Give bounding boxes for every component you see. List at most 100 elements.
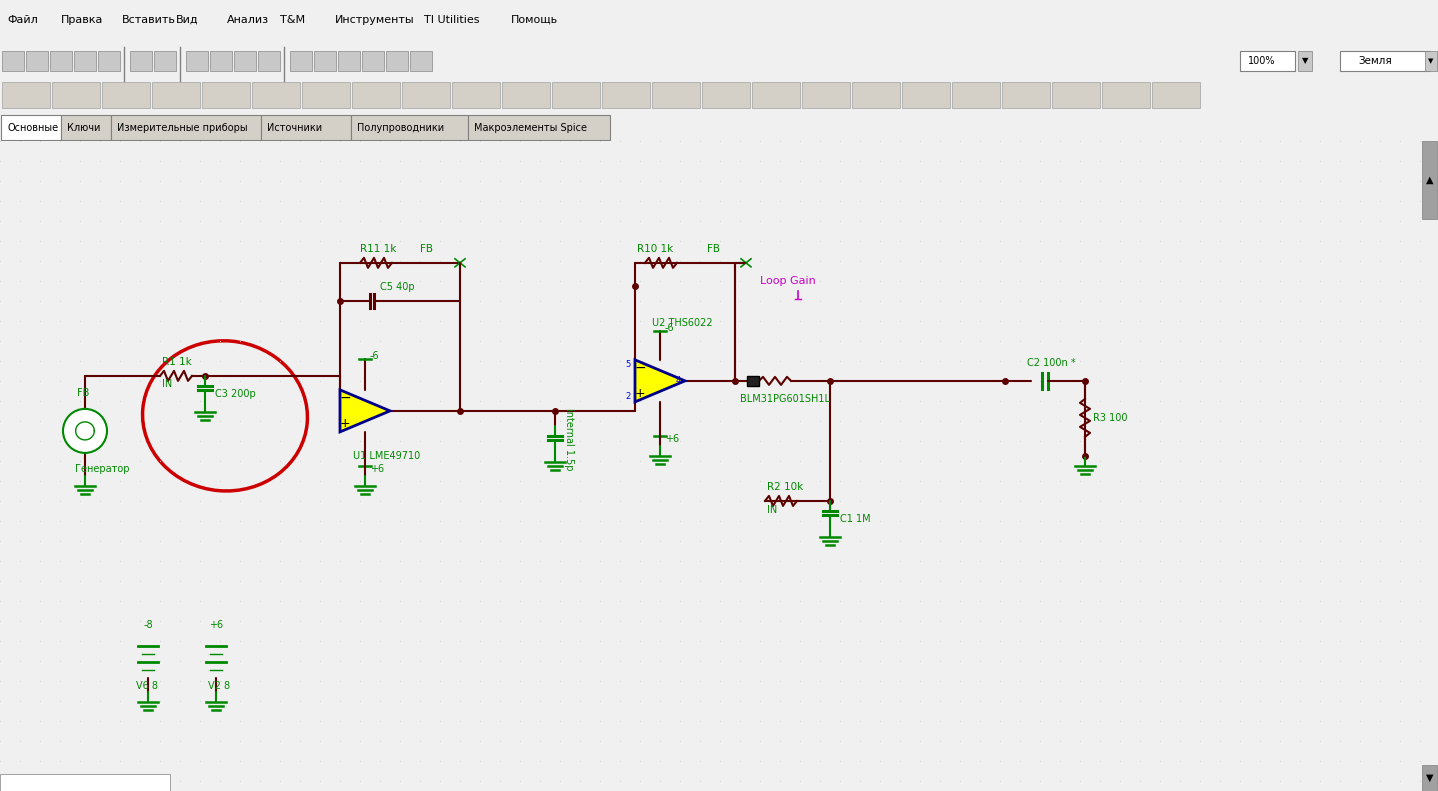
Bar xyxy=(851,82,900,108)
Text: V6 8: V6 8 xyxy=(137,681,158,691)
Bar xyxy=(410,51,431,71)
Text: IN: IN xyxy=(162,379,173,389)
Text: −: − xyxy=(634,361,646,375)
Text: Loop Gain: Loop Gain xyxy=(761,276,815,286)
Text: 5: 5 xyxy=(626,361,631,369)
Bar xyxy=(1340,51,1429,71)
Bar xyxy=(154,51,175,71)
Text: +6: +6 xyxy=(370,464,384,474)
Bar xyxy=(302,82,349,108)
Text: C1 1M: C1 1M xyxy=(840,514,870,524)
Text: R2 10k: R2 10k xyxy=(766,482,804,492)
Bar xyxy=(1,51,24,71)
Text: FB: FB xyxy=(420,244,433,254)
Bar xyxy=(26,51,47,71)
Text: T&M: T&M xyxy=(280,14,305,25)
Bar xyxy=(52,82,101,108)
Text: Ключи: Ключи xyxy=(68,123,101,133)
Bar xyxy=(362,51,384,71)
Bar xyxy=(338,51,360,71)
Bar xyxy=(1,82,50,108)
Text: Правка: Правка xyxy=(60,14,102,25)
Text: Файл: Файл xyxy=(7,14,37,25)
Text: V2 8: V2 8 xyxy=(209,681,230,691)
Bar xyxy=(98,51,119,71)
Bar xyxy=(552,82,600,108)
Bar xyxy=(313,51,336,71)
Text: -6: -6 xyxy=(370,351,380,361)
Text: ▲: ▲ xyxy=(1425,175,1434,185)
Text: internal 1.5p: internal 1.5p xyxy=(564,407,574,470)
Bar xyxy=(50,51,72,71)
Text: Основные: Основные xyxy=(7,123,58,133)
Text: Измерительные приборы: Измерительные приборы xyxy=(116,123,247,133)
Polygon shape xyxy=(636,360,684,402)
Bar xyxy=(1053,82,1100,108)
Text: BLM31PG601SH1L: BLM31PG601SH1L xyxy=(741,394,830,404)
Text: −: − xyxy=(339,391,351,405)
Bar xyxy=(1422,141,1437,219)
Bar xyxy=(129,51,152,71)
Text: IN: IN xyxy=(766,505,778,515)
FancyBboxPatch shape xyxy=(262,115,351,140)
Bar xyxy=(702,82,751,108)
Bar xyxy=(603,82,650,108)
Bar xyxy=(752,82,800,108)
Text: Вставить: Вставить xyxy=(122,14,175,25)
Bar xyxy=(1152,82,1199,108)
Text: -6: -6 xyxy=(664,323,674,333)
Text: R10 1k: R10 1k xyxy=(637,244,673,254)
Bar xyxy=(290,51,312,71)
Bar xyxy=(1240,51,1296,71)
Text: 2: 2 xyxy=(626,392,631,401)
Bar xyxy=(746,376,759,386)
Bar xyxy=(352,82,400,108)
Text: ▼: ▼ xyxy=(1301,56,1309,65)
Bar xyxy=(201,82,250,108)
Text: U1 LME49710: U1 LME49710 xyxy=(352,451,420,461)
Text: C3 200p: C3 200p xyxy=(216,389,256,399)
Bar xyxy=(1102,82,1150,108)
Bar xyxy=(73,51,96,71)
Bar xyxy=(1422,765,1437,791)
Text: +: + xyxy=(634,388,646,400)
Circle shape xyxy=(63,409,106,453)
Text: Генератор: Генератор xyxy=(75,464,129,474)
Bar xyxy=(502,82,549,108)
Text: FB: FB xyxy=(707,244,720,254)
Text: R1 1k: R1 1k xyxy=(162,357,191,367)
Bar xyxy=(102,82,150,108)
Text: ▼: ▼ xyxy=(1425,773,1434,783)
Bar xyxy=(186,51,209,71)
Bar xyxy=(252,82,301,108)
Text: C5 40p: C5 40p xyxy=(380,282,414,292)
Text: Анализ: Анализ xyxy=(227,14,269,25)
Text: 4: 4 xyxy=(676,377,680,385)
Bar xyxy=(403,82,450,108)
Text: Инструменты: Инструменты xyxy=(335,14,414,25)
Bar xyxy=(0,774,171,791)
Bar xyxy=(385,51,408,71)
Text: Помощь: Помощь xyxy=(510,14,558,25)
Text: Макроэлементы Spice: Макроэлементы Spice xyxy=(475,123,587,133)
Bar xyxy=(952,82,999,108)
Bar xyxy=(234,51,256,71)
Bar xyxy=(802,82,850,108)
FancyBboxPatch shape xyxy=(1,115,60,140)
FancyBboxPatch shape xyxy=(111,115,262,140)
Bar xyxy=(452,82,500,108)
Text: U2 THS6022: U2 THS6022 xyxy=(651,318,713,327)
Text: +6: +6 xyxy=(209,620,223,630)
Text: 100%: 100% xyxy=(1248,55,1276,66)
Polygon shape xyxy=(339,390,390,432)
Text: Источники: Источники xyxy=(267,123,322,133)
Bar xyxy=(651,82,700,108)
Bar xyxy=(257,51,280,71)
Text: R3 100: R3 100 xyxy=(1093,413,1127,423)
Text: C2 100n *: C2 100n * xyxy=(1027,358,1076,368)
Text: +6: +6 xyxy=(664,434,679,444)
Text: Вид: Вид xyxy=(175,14,198,25)
Bar xyxy=(152,82,200,108)
Bar xyxy=(1425,51,1437,71)
Text: Полупроводники: Полупроводники xyxy=(357,123,444,133)
